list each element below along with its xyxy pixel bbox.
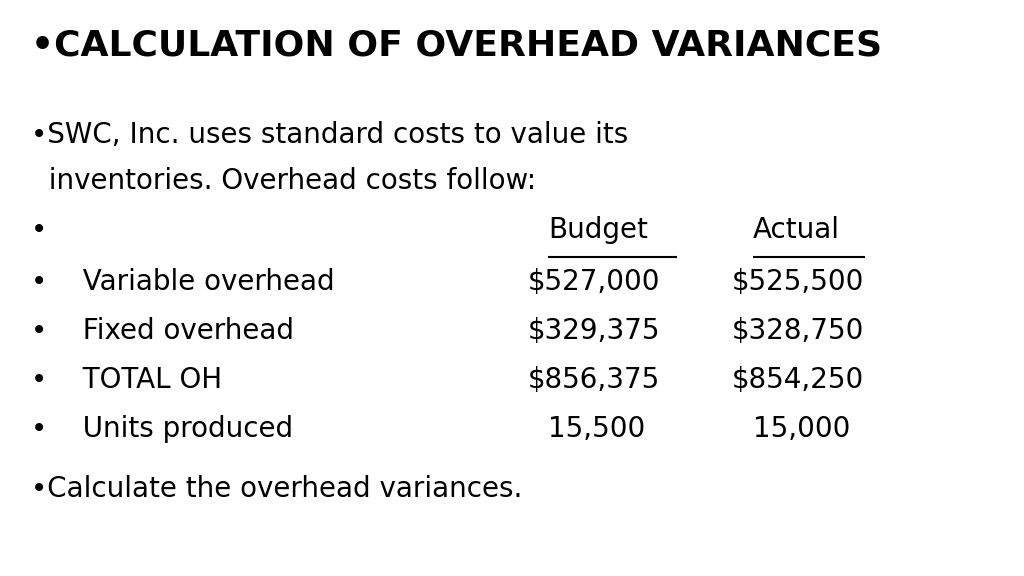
Text: $328,750: $328,750: [732, 317, 864, 345]
Text: •    Variable overhead: • Variable overhead: [31, 268, 335, 296]
Text: •Calculate the overhead variances.: •Calculate the overhead variances.: [31, 475, 522, 503]
Text: •: •: [31, 216, 47, 244]
Text: $856,375: $856,375: [527, 366, 659, 394]
Text: inventories. Overhead costs follow:: inventories. Overhead costs follow:: [31, 167, 536, 195]
Text: Actual: Actual: [753, 216, 840, 244]
Text: Budget: Budget: [548, 216, 648, 244]
Text: $854,250: $854,250: [732, 366, 864, 394]
Text: •SWC, Inc. uses standard costs to value its: •SWC, Inc. uses standard costs to value …: [31, 121, 628, 149]
Text: •    Units produced: • Units produced: [31, 415, 293, 443]
Text: $527,000: $527,000: [527, 268, 659, 296]
Text: •    Fixed overhead: • Fixed overhead: [31, 317, 294, 345]
Text: $525,500: $525,500: [732, 268, 864, 296]
Text: $329,375: $329,375: [527, 317, 659, 345]
Text: •CALCULATION OF OVERHEAD VARIANCES: •CALCULATION OF OVERHEAD VARIANCES: [31, 29, 882, 63]
Text: 15,500: 15,500: [548, 415, 645, 443]
Text: •    TOTAL OH: • TOTAL OH: [31, 366, 222, 394]
Text: 15,000: 15,000: [753, 415, 850, 443]
